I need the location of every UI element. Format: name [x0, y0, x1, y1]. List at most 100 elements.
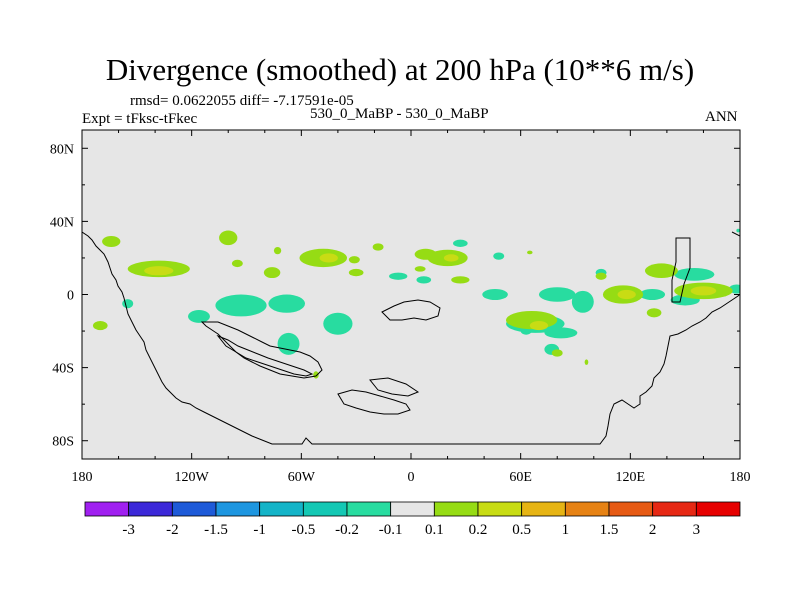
colorbar: -3 -2 -1.5 -1 -0.5 -0.2 -0.1 0.1 0.2 0.5 1 1.5 2 3 [84, 501, 741, 538]
colorbar-box [477, 501, 523, 517]
colorbar-label: -0.1 [379, 522, 403, 538]
colorbar-label: -0.5 [291, 522, 315, 538]
contour-neg [674, 267, 715, 281]
contour-neg [389, 272, 408, 280]
contour-pos-mid [529, 321, 549, 331]
coastline-southern-islands [337, 389, 411, 415]
colorbar-label: -3 [122, 522, 135, 538]
contour-neg [215, 294, 267, 317]
contour-neg [268, 294, 305, 313]
contour-neg [122, 299, 134, 309]
contour-neg [736, 228, 740, 233]
contour-pos-light [414, 266, 426, 272]
contour-neg [493, 252, 505, 260]
contour-neg [520, 327, 532, 335]
season-label: ANN [705, 109, 738, 125]
colorbar-box [84, 501, 130, 517]
contour-pos-mid [443, 254, 459, 262]
contour-pos-light [644, 263, 678, 279]
colorbar-box [259, 501, 304, 517]
contour-neg [538, 287, 576, 302]
x-tick-label: 120W [175, 470, 210, 485]
colorbar-label: -2 [166, 522, 179, 538]
colorbar-box [695, 501, 741, 517]
contour-pos-light [595, 272, 607, 280]
contour-neg [277, 332, 300, 355]
colorbar-label: -1.5 [204, 522, 228, 538]
contour-pos-light [527, 250, 533, 255]
colorbar-box [215, 501, 261, 517]
y-tick-label: 80N [50, 142, 74, 157]
y-tick-label: 0 [67, 289, 74, 304]
contour-neg [639, 289, 666, 300]
coastline-equatorial [381, 299, 441, 321]
colorbar-box [390, 501, 435, 517]
contour-pos-light [451, 276, 470, 284]
experiment-label: Expt = tFksc-tFkec [82, 111, 198, 127]
x-tick-label: 0 [408, 470, 415, 485]
contour-pos-light [646, 308, 662, 318]
contour-layer [92, 228, 740, 379]
contour-pos-mid [319, 253, 338, 263]
contour-pos-light [348, 256, 360, 264]
coastline-americas [82, 231, 740, 445]
contour-neg [482, 289, 508, 300]
contour-pos-light [102, 236, 121, 247]
colorbar-box [302, 501, 348, 517]
colorbar-box [564, 501, 610, 517]
colorbar-box [521, 501, 566, 517]
contour-neg [416, 276, 432, 284]
coastline-east-rim [731, 231, 740, 237]
contour-pos-light [219, 230, 238, 246]
coastline-inner-ring [216, 334, 314, 377]
colorbar-label: 2 [649, 522, 657, 538]
y-tick-label: 40N [50, 215, 74, 230]
colorbar-box [652, 501, 697, 517]
contour-neg [323, 312, 353, 335]
coastline-pacific-island [671, 237, 691, 303]
x-tick-label: 60E [509, 470, 532, 485]
contour-pos-mid [144, 266, 174, 276]
contour-pos-light [584, 359, 589, 365]
colorbar-box [608, 501, 654, 517]
colorbar-box [433, 501, 479, 517]
colorbar-label: 3 [693, 522, 701, 538]
x-tick-label: 180 [72, 470, 93, 485]
coastline-layer [82, 231, 740, 445]
contour-neg [188, 310, 210, 323]
colorbar-label: 1 [562, 522, 570, 538]
colorbar-label: -1 [253, 522, 266, 538]
contour-neg [571, 290, 594, 313]
x-tick-label: 180 [730, 470, 751, 485]
contour-pos-light [551, 349, 563, 357]
chart-title: Divergence (smoothed) at 200 hPa (10**6 … [105, 52, 695, 87]
y-tick-label: 40S [52, 362, 74, 377]
stats-label: rmsd= 0.0622055 diff= -7.17591e-05 [130, 93, 354, 109]
contour-pos-light [92, 321, 108, 331]
colorbar-label: 0.2 [469, 522, 488, 538]
contour-pos-light [372, 243, 384, 251]
x-tick-label: 120E [616, 470, 646, 485]
colorbar-label: 0.5 [512, 522, 531, 538]
colorbar-label: 1.5 [600, 522, 619, 538]
contour-pos-light [313, 371, 319, 379]
colorbar-box [171, 501, 217, 517]
coastline-antarctic-shelf [200, 321, 323, 379]
contour-pos-light [263, 267, 281, 279]
y-axis: 80N 40N 0 40S 80S [50, 142, 740, 450]
contour-pos-mid [690, 286, 717, 296]
x-tick-label: 60W [288, 470, 316, 485]
contour-neg [544, 327, 578, 339]
x-axis: 180 120W 60W 0 60E 120E 180 [72, 130, 751, 485]
contour-pos-mid [617, 289, 636, 300]
coastline-atlantic-islands [369, 377, 420, 397]
y-tick-label: 80S [52, 435, 74, 450]
case-label: 530_0_MaBP - 530_0_MaBP [310, 106, 489, 122]
colorbar-label: 0.1 [425, 522, 444, 538]
contour-neg [453, 239, 468, 247]
contour-pos-light [348, 268, 364, 277]
colorbar-box [346, 501, 392, 517]
contour-pos-light [231, 259, 243, 268]
colorbar-box [128, 501, 173, 517]
